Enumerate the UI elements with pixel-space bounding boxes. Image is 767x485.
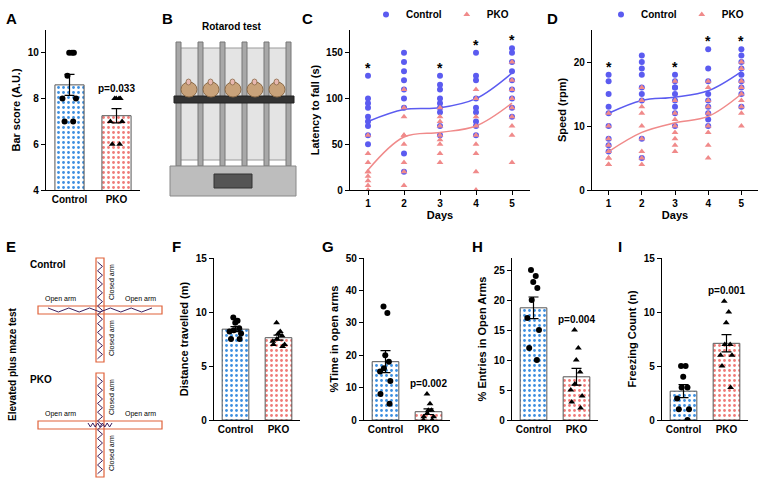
svg-text:Bar score (A.U.): Bar score (A.U.): [10, 68, 22, 151]
svg-text:10: 10: [494, 355, 506, 366]
svg-text:Control: Control: [52, 194, 88, 205]
svg-text:Control: Control: [641, 9, 677, 20]
svg-text:Control: Control: [666, 424, 702, 435]
svg-text:3: 3: [672, 198, 678, 209]
svg-text:0: 0: [579, 185, 585, 196]
svg-text:10: 10: [574, 121, 586, 132]
svg-text:10: 10: [196, 307, 208, 318]
svg-text:PKO: PKO: [106, 194, 128, 205]
svg-text:Control: Control: [218, 424, 254, 435]
svg-text:I: I: [618, 238, 622, 255]
svg-text:PKO: PKO: [30, 374, 52, 385]
svg-text:*: *: [365, 60, 371, 76]
svg-text:p=0.002: p=0.002: [410, 378, 447, 389]
svg-text:40: 40: [346, 285, 358, 296]
svg-text:D: D: [547, 10, 558, 27]
svg-text:8: 8: [33, 93, 39, 104]
svg-text:5: 5: [739, 198, 745, 209]
svg-text:Control: Control: [406, 9, 442, 20]
svg-text:2: 2: [639, 198, 645, 209]
svg-text:PKO: PKO: [716, 424, 738, 435]
svg-text:6: 6: [33, 139, 39, 150]
svg-text:50: 50: [346, 253, 358, 264]
svg-text:15: 15: [196, 253, 208, 264]
svg-text:30: 30: [346, 317, 358, 328]
svg-text:G: G: [322, 238, 334, 255]
svg-text:50: 50: [332, 139, 344, 150]
svg-text:0: 0: [649, 415, 655, 426]
svg-text:*: *: [473, 37, 479, 53]
svg-text:15: 15: [644, 253, 656, 264]
svg-text:Closed arm: Closed arm: [108, 379, 115, 415]
svg-text:E: E: [6, 238, 16, 255]
svg-text:4: 4: [473, 198, 479, 209]
svg-text:C: C: [302, 10, 313, 27]
svg-text:% Entries in Open Arms: % Entries in Open Arms: [476, 277, 488, 402]
svg-text:Open arm: Open arm: [45, 410, 76, 418]
svg-text:0: 0: [201, 415, 207, 426]
svg-text:5: 5: [499, 385, 505, 396]
svg-text:PKO: PKO: [418, 424, 440, 435]
svg-text:p=0.033: p=0.033: [98, 83, 135, 94]
svg-text:3: 3: [437, 198, 443, 209]
svg-text:1: 1: [365, 198, 371, 209]
svg-text:%Time in open arms: %Time in open arms: [328, 286, 340, 393]
svg-text:10: 10: [346, 382, 358, 393]
svg-text:PKO: PKO: [487, 9, 509, 20]
svg-text:*: *: [509, 32, 515, 48]
svg-text:*: *: [738, 33, 744, 49]
svg-text:A: A: [6, 10, 17, 27]
svg-text:*: *: [705, 33, 711, 49]
svg-text:Control: Control: [368, 424, 404, 435]
svg-text:Days: Days: [662, 209, 688, 221]
svg-text:0: 0: [337, 185, 343, 196]
svg-text:*: *: [606, 59, 612, 75]
svg-text:Distance travelled (m): Distance travelled (m): [178, 282, 190, 397]
svg-text:2: 2: [401, 198, 407, 209]
svg-text:5: 5: [649, 361, 655, 372]
svg-text:Closed arm: Closed arm: [108, 435, 115, 471]
svg-text:Days: Days: [427, 209, 453, 221]
svg-text:10: 10: [28, 47, 40, 58]
svg-text:25: 25: [494, 265, 506, 276]
svg-text:5: 5: [201, 361, 207, 372]
svg-text:*: *: [437, 60, 443, 76]
svg-text:1: 1: [606, 198, 612, 209]
svg-text:4: 4: [33, 185, 39, 196]
svg-text:0: 0: [351, 415, 357, 426]
svg-text:PKO: PKO: [566, 424, 588, 435]
svg-text:Closed arm: Closed arm: [108, 320, 115, 356]
svg-text:Open arm: Open arm: [45, 295, 76, 303]
svg-text:Speed (rpm): Speed (rpm): [556, 78, 568, 143]
svg-text:PKO: PKO: [722, 9, 744, 20]
svg-text:H: H: [472, 238, 483, 255]
svg-text:p=0.001: p=0.001: [708, 285, 745, 296]
svg-text:10: 10: [644, 307, 656, 318]
svg-text:0: 0: [499, 415, 505, 426]
svg-text:20: 20: [574, 57, 586, 68]
svg-text:Open arm: Open arm: [125, 410, 156, 418]
svg-text:20: 20: [346, 350, 358, 361]
svg-text:F: F: [172, 238, 181, 255]
svg-text:Control: Control: [30, 259, 66, 270]
svg-text:Open arm: Open arm: [125, 295, 156, 303]
svg-text:p=0.004: p=0.004: [558, 314, 595, 325]
svg-text:Freezing Count (n): Freezing Count (n): [626, 290, 638, 387]
svg-text:4: 4: [705, 198, 711, 209]
svg-text:15: 15: [494, 325, 506, 336]
svg-text:100: 100: [326, 93, 343, 104]
svg-text:Elevated plus maze test: Elevated plus maze test: [7, 308, 18, 421]
svg-text:20: 20: [494, 295, 506, 306]
svg-text:Closed arm: Closed arm: [108, 264, 115, 300]
svg-text:*: *: [672, 59, 678, 75]
svg-text:B: B: [162, 10, 173, 27]
svg-text:PKO: PKO: [268, 424, 290, 435]
svg-text:Control: Control: [516, 424, 552, 435]
svg-text:5: 5: [509, 198, 515, 209]
svg-text:Latency to fall (s): Latency to fall (s): [309, 64, 321, 155]
svg-text:150: 150: [326, 47, 343, 58]
svg-text:Rotarod test: Rotarod test: [202, 21, 262, 32]
